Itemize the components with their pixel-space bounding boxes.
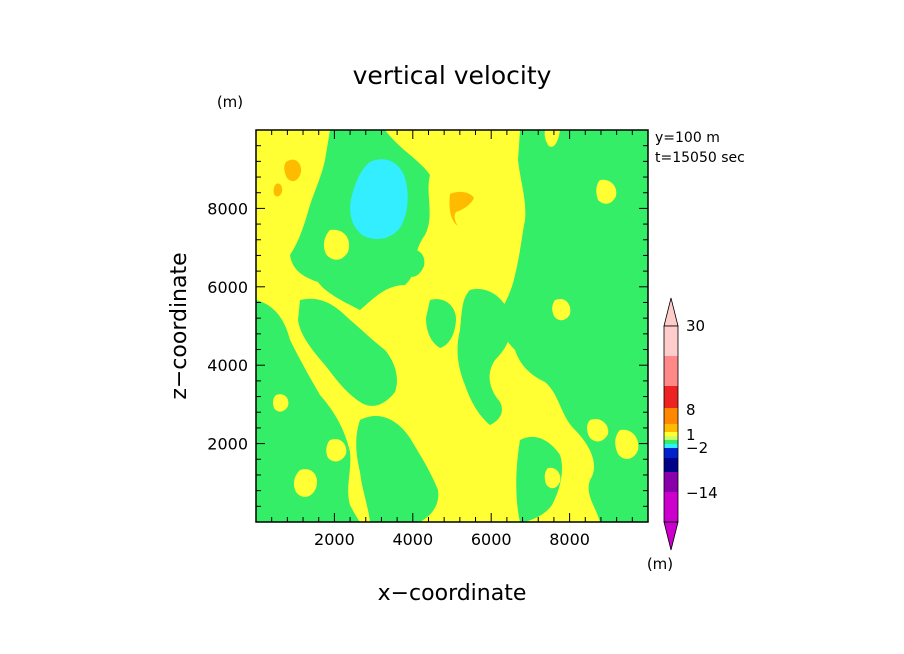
cyan-region [350, 159, 408, 240]
x-axis-label: x−coordinate [378, 581, 527, 606]
colorbar-band [664, 326, 678, 356]
colorbar-band [664, 424, 678, 432]
colorbar-band [664, 436, 678, 440]
plot-frame [255, 129, 649, 523]
chart-title: vertical velocity [353, 61, 552, 90]
orange-spot-mid [449, 191, 474, 226]
colorbar-top-arrow [663, 297, 679, 327]
yellow-islands [272, 130, 639, 497]
colorbar-band [664, 458, 678, 472]
colorbar-band [664, 448, 678, 458]
colorbar-unit-label: (m) [647, 555, 673, 573]
y-tick-label: 2000 [207, 435, 248, 454]
colorbar-band [664, 492, 678, 522]
colorbar-band [664, 386, 678, 408]
y-tick-label: 4000 [207, 356, 248, 375]
colorbar-band [664, 432, 678, 436]
contour-field [256, 130, 648, 522]
orange-spot-small [273, 183, 283, 197]
y-axis-ticks: 2000 4000 6000 8000 [207, 145, 648, 507]
x-tick-label: 6000 [471, 530, 512, 549]
y-axis-label: z−coordinate [167, 252, 192, 399]
info-time: t=15050 sec [655, 150, 745, 166]
colorbar: 30 8 1 −2 −14 (m) [647, 297, 718, 573]
colorbar-label: 30 [686, 317, 705, 335]
colorbar-band [664, 472, 678, 492]
info-y-position: y=100 m [655, 130, 720, 146]
colorbar-band [664, 444, 678, 448]
colorbar-label: −14 [686, 484, 718, 502]
colorbar-label: 1 [686, 426, 696, 444]
colorbar-bottom-arrow [663, 521, 679, 551]
colorbar-label: −2 [686, 439, 708, 457]
y-unit-label: (m) [217, 93, 243, 111]
colorbar-label: 8 [686, 401, 696, 419]
x-axis-ticks: 2000 4000 6000 8000 [271, 130, 633, 549]
colorbar-band [664, 440, 678, 444]
orange-spot-left [284, 159, 302, 182]
colorbar-band [664, 408, 678, 424]
x-tick-label: 8000 [549, 530, 590, 549]
colorbar-band [664, 356, 678, 386]
colorbar-frame [663, 325, 679, 523]
green-regions [256, 130, 648, 522]
x-tick-label: 4000 [392, 530, 433, 549]
y-tick-label: 6000 [207, 278, 248, 297]
x-tick-label: 2000 [314, 530, 355, 549]
y-tick-label: 8000 [207, 199, 248, 218]
